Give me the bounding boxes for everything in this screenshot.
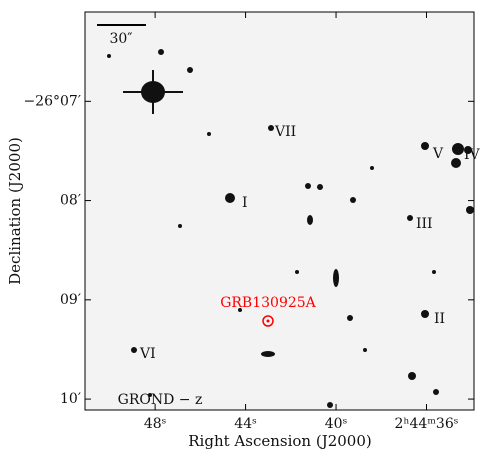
target-marker xyxy=(262,315,274,327)
band-label: GROND − z xyxy=(118,392,203,408)
scale-label: 30″ xyxy=(109,31,132,47)
source-label: III xyxy=(416,216,433,232)
y-tick-label: 09′ xyxy=(60,292,81,308)
y-tick-label: 10′ xyxy=(60,391,81,407)
image-frame xyxy=(84,11,475,411)
source-label: V xyxy=(432,146,444,162)
stars xyxy=(107,49,474,408)
x-tick-label: 44ˢ xyxy=(234,416,257,432)
target-label: GRB130925A xyxy=(220,295,316,311)
x-tick-label: 48ˢ xyxy=(144,416,167,432)
source-label: II xyxy=(434,311,445,327)
source-label: VII xyxy=(274,124,296,140)
x-tick-label: 40ˢ xyxy=(325,416,348,432)
y-tick-label: −26°07′ xyxy=(23,93,81,109)
y-axis-label: Declination (J2000) xyxy=(6,137,24,285)
source-label: VI xyxy=(139,346,156,362)
x-tick-label: 2ʰ44ᵐ36ˢ xyxy=(395,416,459,432)
source-label: I xyxy=(242,195,248,211)
source-label: IV xyxy=(464,147,481,163)
target-dot xyxy=(266,319,270,323)
y-tick-label: 08′ xyxy=(60,193,81,209)
x-axis-label: Right Ascension (J2000) xyxy=(188,432,371,450)
